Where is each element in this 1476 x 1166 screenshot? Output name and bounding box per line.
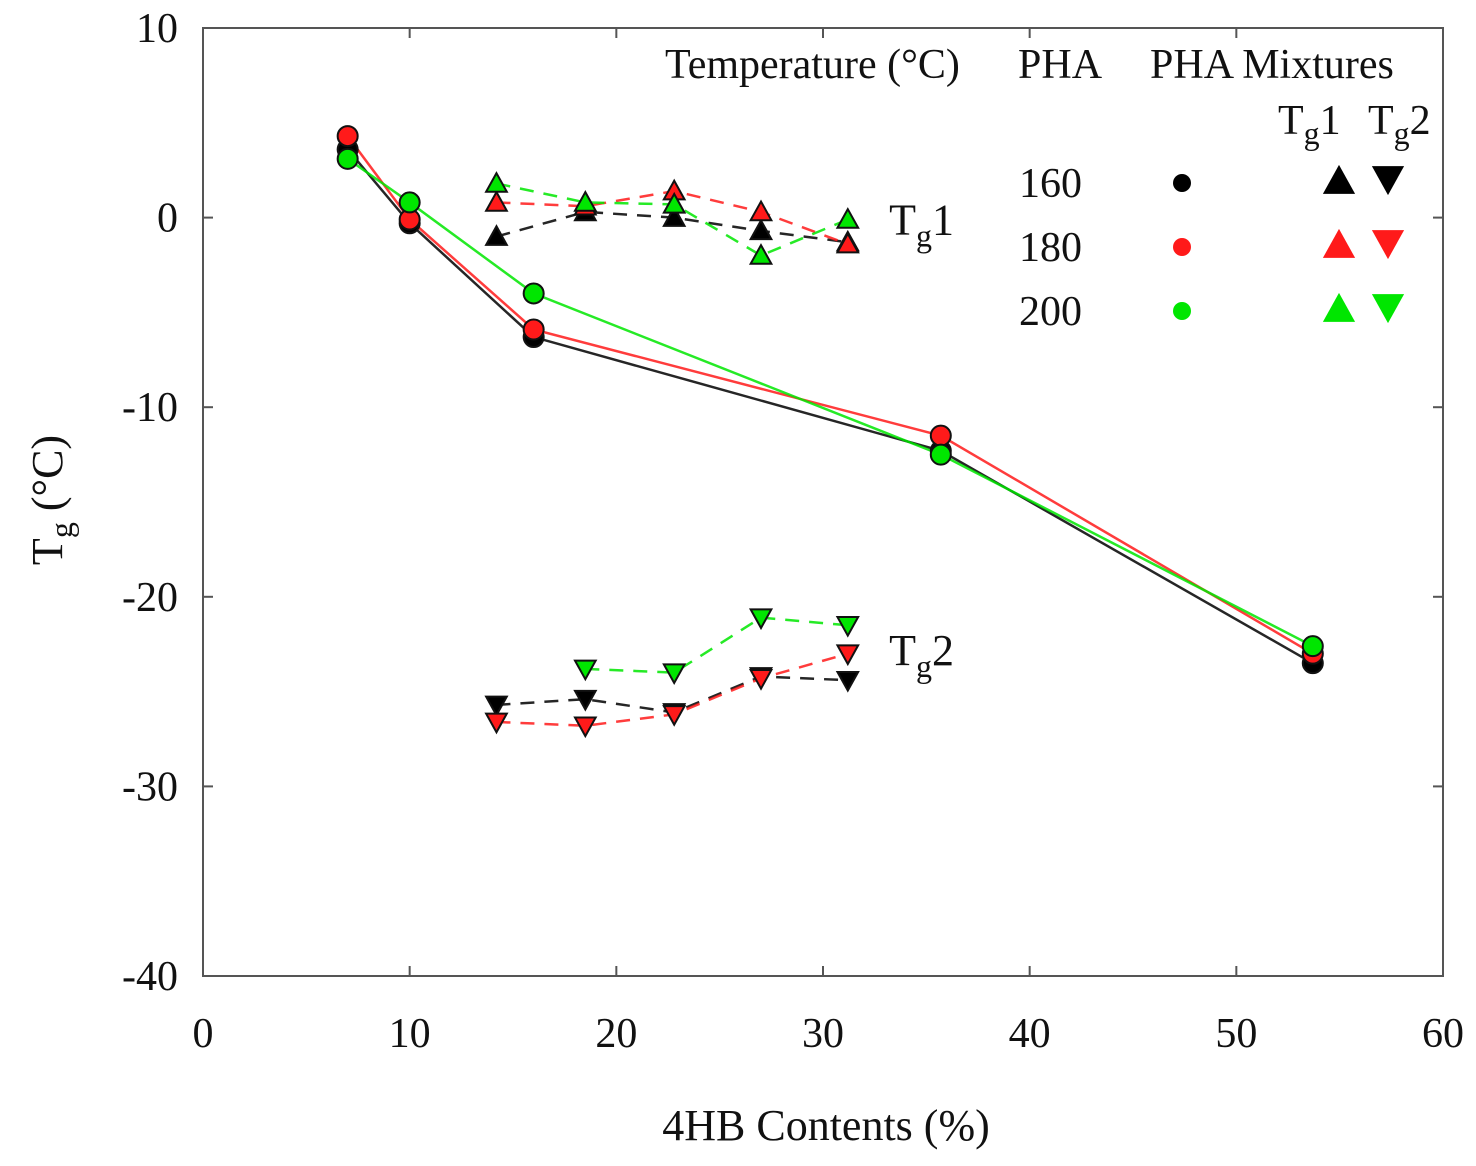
legend-tg2-marker — [1371, 166, 1405, 196]
legend-tg1-marker — [1322, 292, 1356, 322]
point-mixture-tg1-200 — [573, 190, 598, 212]
point-mixture-tg2-200 — [573, 659, 598, 682]
point-mixture-tg2-180 — [662, 705, 687, 727]
legend-header-mixtures: PHA Mixtures — [1150, 42, 1394, 88]
legend-tg1-marker — [1322, 164, 1356, 194]
point-mixture-tg1-160 — [748, 218, 774, 241]
point-mixture-tg1-180 — [835, 231, 860, 254]
point-pha-200 — [398, 191, 421, 214]
legend-subheader-tg1: Tg1 — [1278, 98, 1341, 151]
point-pha-180 — [522, 318, 545, 341]
point-pha-200 — [1301, 635, 1324, 658]
legend-temp-label: 200 — [1019, 289, 1082, 335]
annotation-tg2: Tg2 — [889, 626, 954, 684]
point-mixture-tg1-180 — [748, 199, 774, 222]
annotations: Tg1 Tg2 — [889, 196, 954, 684]
annotation-tg1: Tg1 — [889, 196, 954, 254]
point-mixture-tg1-200 — [748, 243, 774, 265]
y-tick-label: 10 — [136, 6, 178, 52]
tick-labels: 0 10 20 30 40 50 60 10 0 -10 -20 -30 -40 — [122, 6, 1464, 1057]
point-mixture-tg2-160 — [484, 695, 509, 718]
point-mixture-tg1-200 — [484, 171, 509, 193]
point-pha-200 — [336, 147, 359, 170]
legend-row-160: 160 — [1019, 161, 1405, 207]
point-mixture-tg2-160 — [573, 689, 598, 712]
legend-header-pha: PHA — [1018, 42, 1103, 88]
point-mixture-tg2-160 — [835, 670, 860, 693]
point-mixture-tg1-180 — [484, 190, 509, 212]
legend-subheader-tg2: Tg2 — [1368, 98, 1431, 151]
point-pha-200 — [522, 282, 545, 305]
y-axis-label: Tg (°C) — [23, 435, 79, 565]
legend: Temperature (°C) PHA PHA Mixtures Tg1 Tg… — [665, 42, 1431, 335]
plot-frame — [202, 27, 1444, 977]
point-pha-180 — [929, 424, 952, 447]
point-pha-200 — [929, 443, 952, 466]
y-tick-label: 0 — [157, 196, 178, 242]
point-mixture-tg1-160 — [484, 224, 509, 246]
legend-pha-marker — [1173, 238, 1191, 256]
x-tick-label: 0 — [193, 1011, 214, 1057]
point-mixture-tg2-180 — [748, 669, 774, 691]
legend-pha-marker — [1173, 174, 1191, 192]
x-tick-label: 40 — [1009, 1011, 1051, 1057]
legend-tg1-marker — [1322, 228, 1356, 258]
legend-tg2-marker — [1371, 294, 1405, 324]
point-mixture-tg1-160 — [662, 205, 687, 227]
line-pha-180 — [346, 135, 1314, 655]
point-pha-180 — [336, 125, 359, 148]
x-tick-label: 30 — [802, 1011, 844, 1057]
point-mixture-tg1-200 — [662, 191, 687, 214]
x-tick-label: 60 — [1422, 1011, 1464, 1057]
point-mixture-tg2-180 — [835, 644, 860, 667]
x-tick-label: 50 — [1215, 1011, 1257, 1057]
legend-row-200: 200 — [1019, 289, 1405, 335]
x-tick-label: 10 — [389, 1011, 431, 1057]
point-mixture-tg2-200 — [748, 608, 774, 631]
point-mixture-tg2-200 — [662, 663, 687, 686]
legend-pha-marker — [1173, 302, 1191, 320]
legend-header-temperature: Temperature (°C) — [665, 42, 960, 88]
y-tick-label: -10 — [122, 385, 178, 431]
y-tick-label: -30 — [122, 764, 178, 810]
point-mixture-tg1-200 — [835, 207, 860, 229]
legend-tg2-marker — [1371, 230, 1405, 260]
legend-row-180: 180 — [1019, 225, 1405, 271]
y-tick-label: -20 — [122, 575, 178, 621]
point-mixture-tg2-180 — [573, 716, 598, 739]
legend-temp-label: 160 — [1019, 161, 1082, 207]
axis-ticks — [202, 27, 1444, 977]
y-tick-label: -40 — [122, 954, 178, 1000]
series-lines — [346, 135, 1314, 727]
point-mixture-tg2-200 — [835, 615, 860, 638]
x-tick-label: 20 — [595, 1011, 637, 1057]
point-mixture-tg2-180 — [484, 712, 509, 735]
series-markers — [336, 125, 1324, 739]
x-axis-label: 4HB Contents (%) — [662, 1101, 990, 1150]
legend-temp-label: 180 — [1019, 225, 1082, 271]
